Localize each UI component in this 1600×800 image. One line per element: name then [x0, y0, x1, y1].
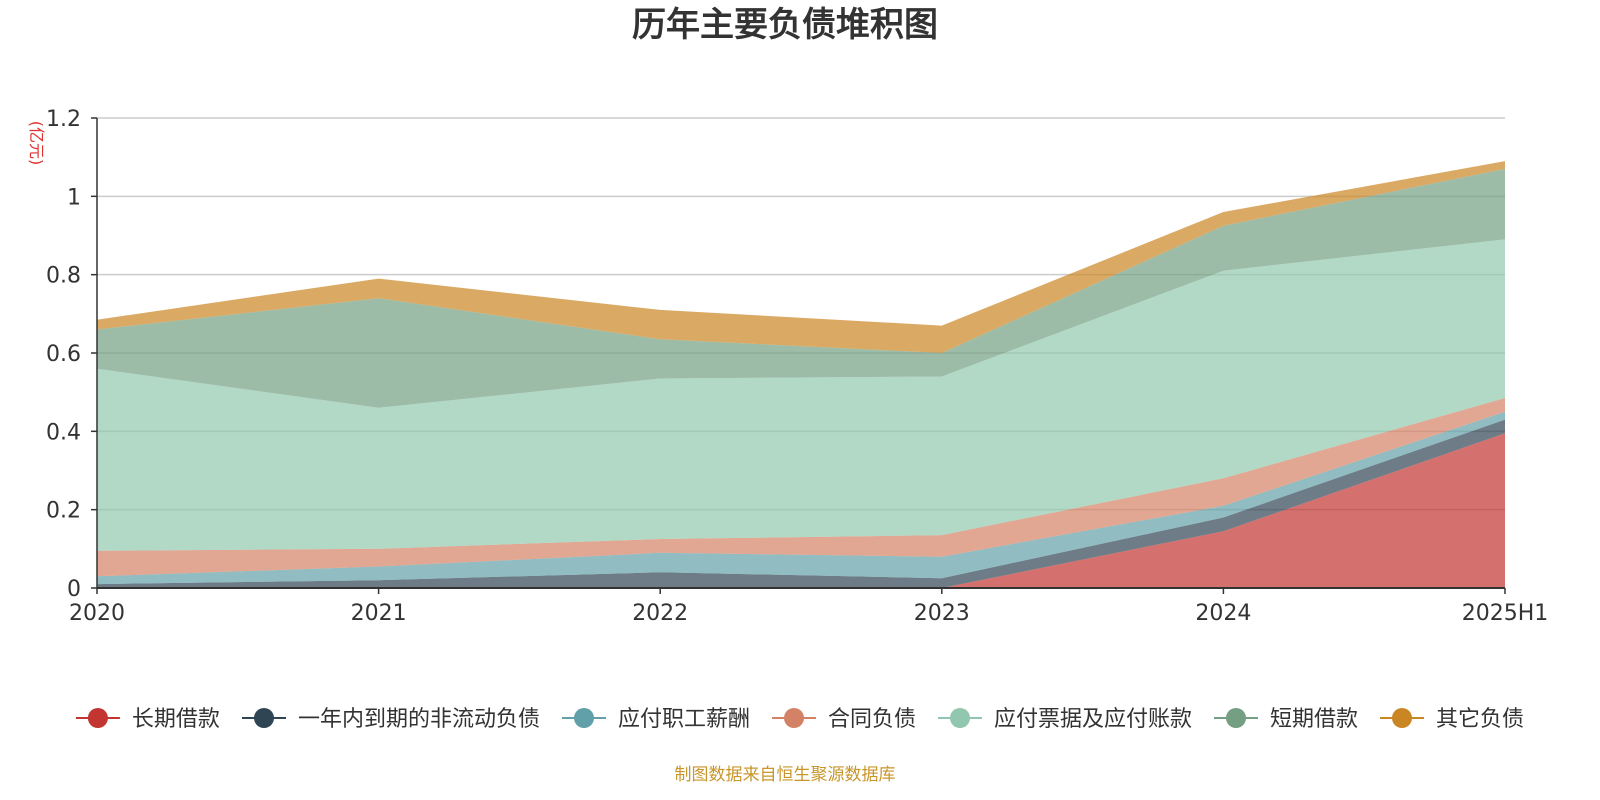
x-tick-label: 2022	[632, 601, 688, 626]
legend-label: 合同负债	[828, 707, 916, 732]
x-tick-label: 2021	[351, 601, 407, 626]
legend-item-4: 合同负债	[772, 707, 916, 732]
legend-marker	[1226, 708, 1246, 728]
area-series-6	[97, 168, 1505, 408]
x-tick-label: 2025H1	[1462, 601, 1549, 626]
legend-label: 应付票据及应付账款	[994, 707, 1192, 732]
legend-item-3: 应付职工薪酬	[562, 707, 750, 732]
area-series-5	[97, 239, 1505, 551]
y-tick-label: 0.6	[46, 342, 81, 367]
legend-marker	[574, 708, 594, 728]
legend-item-2: 一年内到期的非流动负债	[242, 707, 540, 732]
area-series-group	[97, 161, 1505, 588]
y-tick-label: 0	[67, 577, 81, 602]
area-series-1	[97, 433, 1505, 588]
legend-label: 应付职工薪酬	[618, 707, 750, 732]
legend-marker	[784, 708, 804, 728]
legend: 长期借款 一年内到期的非流动负债 应付职工薪酬 合同负债 应付票据及应付账款 短期借款 其它…	[75, 707, 1524, 732]
area-series-7	[97, 161, 1505, 353]
legend-marker	[1392, 708, 1412, 728]
area-series-4	[97, 398, 1505, 577]
legend-label: 短期借款	[1270, 707, 1358, 732]
legend-marker	[254, 708, 274, 728]
y-tick-label: 0.4	[46, 420, 81, 445]
legend-marker	[87, 708, 108, 728]
y-tick-label: 1	[67, 185, 81, 210]
legend-item-7: 其它负债	[1380, 707, 1524, 732]
y-tick-label: 0.8	[46, 264, 81, 289]
x-tick-label: 2023	[914, 601, 970, 626]
y-tick-label: 1.2	[46, 107, 81, 132]
x-tick-label: 2020	[69, 601, 125, 626]
x-tick-label: 2024	[1195, 601, 1251, 626]
source-note: 制图数据来自恒生聚源数据库	[675, 765, 896, 785]
legend-item-1: 长期借款	[75, 707, 220, 732]
y-tick-label: 0.2	[46, 499, 81, 524]
axes: 0 0.2 0.4 0.6 0.8 1 1.2 2020 2021 2022 2023 2024 202…	[46, 107, 1548, 626]
legend-item-6: 短期借款	[1214, 707, 1358, 732]
legend-label: 长期借款	[132, 707, 220, 732]
legend-label: 其它负债	[1436, 707, 1524, 732]
y-axis-unit-label: (亿元)	[27, 121, 46, 166]
legend-label: 一年内到期的非流动负债	[298, 707, 540, 732]
legend-item-5: 应付票据及应付账款	[938, 707, 1192, 732]
chart-title: 历年主要负债堆积图	[632, 5, 938, 45]
legend-marker	[950, 708, 970, 728]
